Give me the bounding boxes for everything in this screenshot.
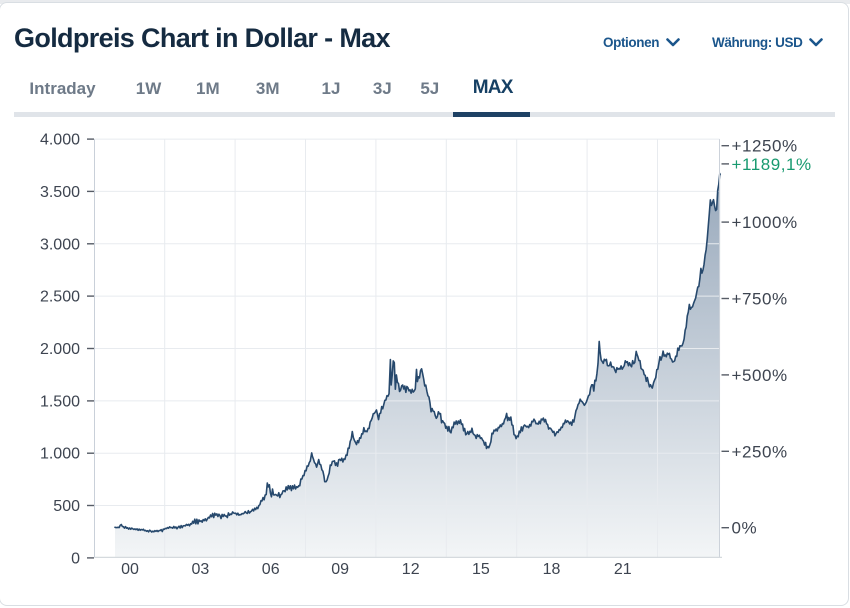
svg-text:3.000: 3.000 — [40, 236, 80, 253]
svg-text:+1250%: +1250% — [732, 137, 798, 156]
svg-text:4.000: 4.000 — [40, 132, 80, 149]
svg-text:0%: 0% — [732, 519, 758, 538]
svg-text:09: 09 — [331, 561, 349, 578]
svg-text:+1000%: +1000% — [732, 213, 798, 232]
svg-text:1.000: 1.000 — [40, 446, 80, 463]
svg-text:3.500: 3.500 — [40, 184, 80, 201]
svg-text:21: 21 — [614, 561, 632, 578]
svg-text:2.000: 2.000 — [40, 341, 80, 358]
svg-text:12: 12 — [402, 561, 420, 578]
svg-text:06: 06 — [262, 561, 280, 578]
svg-text:18: 18 — [543, 561, 561, 578]
svg-text:+750%: +750% — [732, 290, 788, 309]
svg-text:+500%: +500% — [732, 366, 788, 385]
svg-text:+250%: +250% — [732, 442, 788, 461]
svg-text:03: 03 — [192, 561, 210, 578]
svg-text:500: 500 — [53, 498, 80, 515]
svg-text:0: 0 — [71, 550, 80, 567]
svg-text:15: 15 — [472, 561, 490, 578]
svg-text:00: 00 — [121, 561, 139, 578]
svg-text:2.500: 2.500 — [40, 289, 80, 306]
svg-text:1.500: 1.500 — [40, 393, 80, 410]
svg-text:+1189,1%: +1189,1% — [732, 155, 812, 174]
